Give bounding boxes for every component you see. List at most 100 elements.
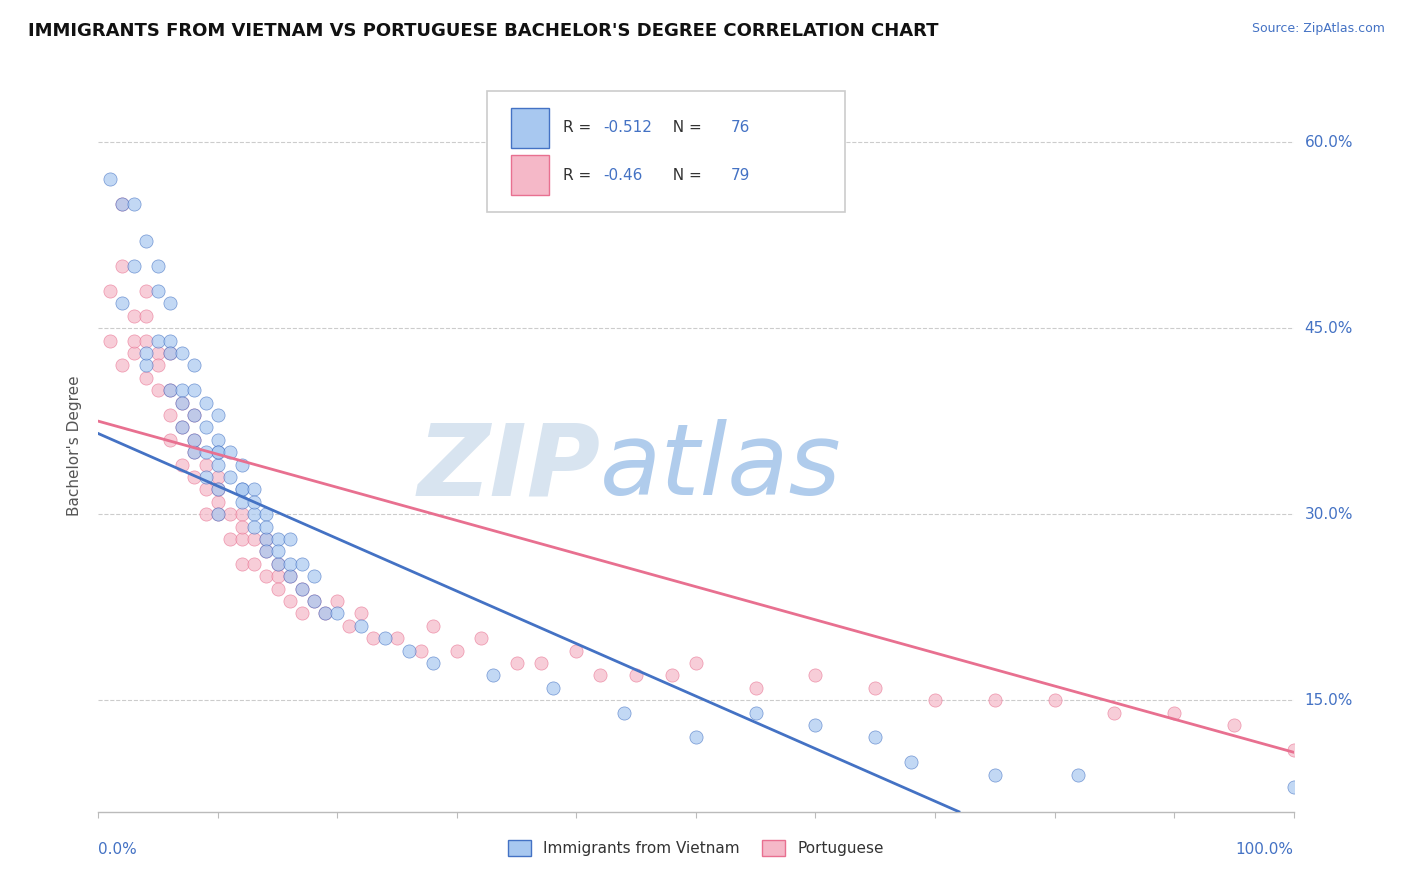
- Point: [1282, 780, 1305, 794]
- Point: [159, 383, 181, 397]
- Text: N =: N =: [662, 120, 706, 136]
- Point: [804, 668, 827, 682]
- Point: [111, 296, 134, 310]
- Point: [530, 656, 553, 670]
- Point: [148, 259, 170, 273]
- Point: [326, 607, 349, 621]
- Point: [219, 445, 242, 459]
- Point: [984, 693, 1007, 707]
- Point: [326, 594, 349, 608]
- Point: [267, 582, 290, 596]
- Point: [254, 544, 277, 558]
- Point: [111, 359, 134, 373]
- Point: [470, 631, 492, 645]
- Point: [98, 172, 122, 186]
- Point: [1104, 706, 1126, 720]
- Point: [135, 371, 157, 385]
- Point: [1223, 718, 1246, 732]
- Point: [207, 433, 229, 447]
- Point: [98, 284, 122, 298]
- Point: [481, 668, 505, 682]
- Point: [422, 656, 444, 670]
- Point: [267, 544, 290, 558]
- Point: [219, 507, 242, 521]
- Text: 30.0%: 30.0%: [1305, 507, 1353, 522]
- Point: [302, 594, 325, 608]
- Point: [745, 681, 768, 695]
- Point: [411, 643, 433, 657]
- Bar: [510, 108, 548, 148]
- Point: [398, 643, 420, 657]
- Point: [374, 631, 396, 645]
- Point: [1067, 767, 1090, 781]
- Point: [219, 470, 242, 484]
- Point: [339, 619, 361, 633]
- Point: [207, 483, 229, 497]
- Point: [207, 507, 229, 521]
- Point: [267, 532, 290, 546]
- Text: 45.0%: 45.0%: [1305, 321, 1353, 335]
- Point: [231, 507, 253, 521]
- Point: [124, 346, 146, 360]
- Point: [159, 334, 181, 348]
- Point: [267, 557, 290, 571]
- Point: [243, 495, 266, 509]
- Text: 60.0%: 60.0%: [1305, 135, 1353, 150]
- Point: [385, 631, 409, 645]
- Text: Source: ZipAtlas.com: Source: ZipAtlas.com: [1251, 22, 1385, 36]
- Point: [900, 755, 922, 769]
- Point: [315, 607, 337, 621]
- Point: [207, 483, 229, 497]
- Point: [207, 408, 229, 422]
- Point: [254, 519, 277, 533]
- Text: -0.512: -0.512: [603, 120, 651, 136]
- Text: ZIP: ZIP: [418, 419, 600, 516]
- Point: [302, 569, 325, 583]
- Bar: [510, 155, 548, 195]
- Point: [135, 309, 157, 323]
- Point: [195, 470, 218, 484]
- Point: [135, 346, 157, 360]
- Point: [195, 420, 218, 434]
- Point: [159, 296, 181, 310]
- Point: [685, 731, 707, 745]
- Point: [804, 718, 827, 732]
- Point: [231, 483, 253, 497]
- Point: [231, 458, 253, 472]
- Point: [243, 557, 266, 571]
- Point: [135, 334, 157, 348]
- Point: [350, 607, 373, 621]
- Point: [207, 470, 229, 484]
- Point: [291, 607, 314, 621]
- Point: [685, 656, 707, 670]
- Point: [231, 532, 253, 546]
- Point: [231, 483, 253, 497]
- Point: [291, 557, 314, 571]
- Point: [124, 259, 146, 273]
- Point: [159, 346, 181, 360]
- Point: [267, 557, 290, 571]
- Point: [172, 395, 194, 409]
- Point: [984, 767, 1007, 781]
- Point: [124, 334, 146, 348]
- Point: [159, 383, 181, 397]
- Point: [195, 445, 218, 459]
- Point: [231, 557, 253, 571]
- Point: [111, 197, 134, 211]
- Point: [172, 420, 194, 434]
- Point: [183, 408, 205, 422]
- Point: [183, 433, 205, 447]
- Point: [315, 607, 337, 621]
- Point: [159, 408, 181, 422]
- Point: [243, 507, 266, 521]
- Point: [172, 346, 194, 360]
- Point: [565, 643, 588, 657]
- Point: [207, 458, 229, 472]
- Point: [243, 532, 266, 546]
- Point: [207, 445, 229, 459]
- Point: [278, 532, 301, 546]
- Point: [506, 656, 529, 670]
- Point: [267, 569, 290, 583]
- Text: -0.46: -0.46: [603, 168, 643, 183]
- Point: [363, 631, 385, 645]
